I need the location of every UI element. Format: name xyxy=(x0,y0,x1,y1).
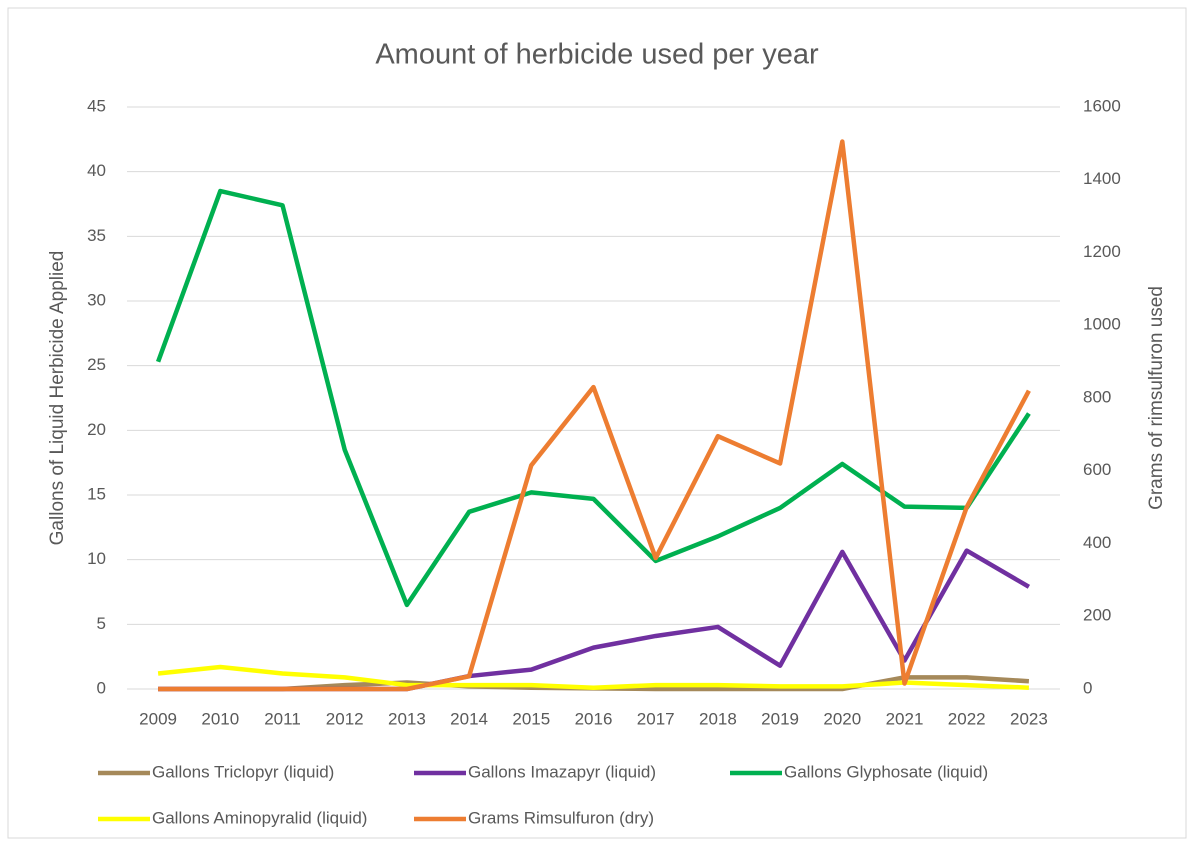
y-tick-label: 25 xyxy=(87,355,106,374)
x-tick-label: 2018 xyxy=(699,709,737,728)
y-tick-label: 0 xyxy=(97,678,106,697)
chart-title: Amount of herbicide used per year xyxy=(375,39,819,71)
legend-label: Gallons Aminopyralid (liquid) xyxy=(152,808,367,827)
y2-tick-label: 1400 xyxy=(1083,169,1121,188)
y2-tick-label: 800 xyxy=(1083,387,1111,406)
chart-border xyxy=(7,7,1187,839)
y2-tick-label: 1000 xyxy=(1083,315,1121,334)
legend-label: Grams Rimsulfuron (dry) xyxy=(468,808,654,827)
x-tick-label: 2020 xyxy=(823,709,861,728)
y-tick-label: 20 xyxy=(87,420,106,439)
y-tick-label: 10 xyxy=(87,549,106,568)
x-tick-label: 2009 xyxy=(139,709,177,728)
legend-label: Gallons Glyphosate (liquid) xyxy=(784,762,988,781)
series-line xyxy=(157,664,1029,690)
y-tick-label: 45 xyxy=(87,96,106,115)
x-tick-label: 2022 xyxy=(948,709,986,728)
x-tick-label: 2023 xyxy=(1010,709,1048,728)
y-tick-label: 35 xyxy=(87,226,106,245)
y-tick-label: 15 xyxy=(87,484,106,503)
x-tick-label: 2017 xyxy=(637,709,675,728)
x-tick-label: 2016 xyxy=(575,709,613,728)
y2-tick-label: 0 xyxy=(1083,678,1092,697)
x-tick-label: 2013 xyxy=(388,709,426,728)
y2-tick-label: 400 xyxy=(1083,533,1111,552)
y2-tick-label: 1600 xyxy=(1083,96,1121,115)
y-tick-label: 30 xyxy=(87,290,106,309)
y2-axis-title: Grams of rimsulfuron used xyxy=(1146,286,1167,510)
x-tick-label: 2011 xyxy=(264,709,301,728)
x-tick-label: 2015 xyxy=(512,709,550,728)
x-tick-label: 2010 xyxy=(201,709,239,728)
y-tick-label: 5 xyxy=(97,614,106,633)
x-tick-label: 2014 xyxy=(450,709,488,728)
y2-tick-label: 600 xyxy=(1083,460,1111,479)
x-tick-label: 2021 xyxy=(886,709,924,728)
series-line xyxy=(158,139,1031,692)
y2-tick-label: 200 xyxy=(1083,606,1111,625)
legend-label: Gallons Imazapyr (liquid) xyxy=(468,762,656,781)
x-tick-label: 2019 xyxy=(761,709,799,728)
y-axis-title: Gallons of Liquid Herbicide Applied xyxy=(47,251,68,546)
x-tick-label: 2012 xyxy=(326,709,364,728)
y2-tick-label: 1200 xyxy=(1083,242,1121,261)
legend-label: Gallons Triclopyr (liquid) xyxy=(152,762,334,781)
y-tick-label: 40 xyxy=(87,161,106,180)
